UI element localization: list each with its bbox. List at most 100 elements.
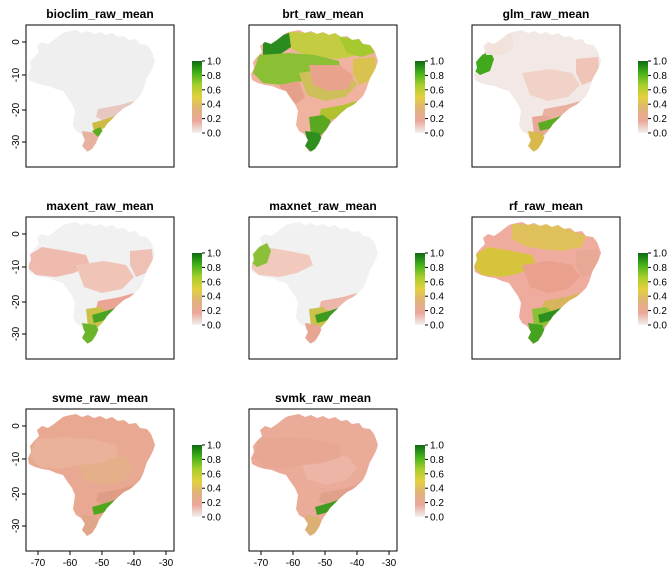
raster-region	[542, 293, 580, 313]
y-tick-label: -10	[11, 259, 22, 274]
legend-tick-label: 1.0	[207, 441, 221, 452]
legend-colorbar	[638, 61, 648, 133]
legend-tick-label: 0.4	[207, 292, 221, 303]
legend-tick-label: 0.6	[207, 469, 221, 480]
legend-tick-label: 0.0	[653, 129, 667, 140]
legend-tick-label: 0.8	[207, 71, 221, 82]
raster-region	[512, 224, 586, 251]
raster-region	[263, 33, 291, 55]
y-tick-label: -20	[11, 486, 22, 501]
legend: 1.0 0.8 0.6 0.4 0.2 0.0	[415, 249, 444, 332]
x-tick-label: -30	[382, 558, 397, 569]
raster-region	[319, 293, 357, 313]
legend-colorbar	[415, 253, 425, 325]
raster-region	[542, 101, 580, 121]
legend-tick-label: 0.8	[430, 455, 444, 466]
y-tick-label: -30	[11, 326, 22, 341]
legend-tick-label: 0.0	[207, 129, 221, 140]
legend-tick-label: 0.2	[430, 306, 444, 317]
y-tick-label: -10	[11, 451, 22, 466]
legend-tick-label: 0.2	[207, 114, 221, 125]
legend-tick-label: 0.0	[207, 321, 221, 332]
raster-region	[309, 65, 353, 91]
legend-tick-label: 0.6	[207, 277, 221, 288]
legend-tick-label: 0.8	[207, 263, 221, 274]
raster-region	[279, 81, 305, 105]
brazil-raster	[28, 30, 155, 152]
legend-tick-label: 0.8	[653, 71, 667, 82]
map-panel: brt_raw_mean 1.0 0.8 0.6 0.4 0.2 0.0	[248, 7, 444, 168]
legend-tick-label: 1.0	[430, 441, 444, 452]
legend-tick-label: 0.6	[653, 85, 667, 96]
raster-region	[30, 437, 118, 469]
map	[474, 30, 601, 152]
legend-tick-label: 0.0	[430, 513, 444, 524]
y-tick-label: -10	[11, 67, 22, 82]
x-tick-label: -30	[159, 558, 174, 569]
legend-colorbar	[192, 253, 202, 325]
map-panel: svme_raw_mean 0 -10 -20 -30 -70 -60 -50 -40 -30 1.…	[11, 391, 221, 569]
panel-title: maxnet_raw_mean	[269, 199, 376, 213]
legend-tick-label: 0.2	[430, 114, 444, 125]
legend-tick-label: 0.2	[653, 306, 667, 317]
raster-region	[252, 243, 271, 267]
legend-tick-label: 0.2	[430, 498, 444, 509]
legend-tick-label: 0.4	[207, 100, 221, 111]
legend: 1.0 0.8 0.6 0.4 0.2 0.0	[638, 249, 667, 332]
raster-region	[96, 293, 134, 313]
raster-region	[475, 247, 536, 277]
legend-colorbar	[192, 445, 202, 517]
raster-region	[96, 485, 134, 505]
panel-title: brt_raw_mean	[282, 7, 363, 21]
raster-region	[319, 101, 357, 121]
legend-tick-label: 1.0	[653, 57, 667, 68]
legend-colorbar	[638, 253, 648, 325]
legend: 1.0 0.8 0.6 0.4 0.2 0.0	[638, 57, 667, 140]
legend: 1.0 0.8 0.6 0.4 0.2 0.0	[192, 249, 221, 332]
x-tick-label: -50	[318, 558, 333, 569]
legend-tick-label: 0.6	[653, 277, 667, 288]
legend-tick-label: 0.8	[207, 455, 221, 466]
legend-tick-label: 0.4	[653, 100, 667, 111]
raster-region	[475, 51, 494, 75]
legend-tick-label: 1.0	[207, 57, 221, 68]
legend: 1.0 0.8 0.6 0.4 0.2 0.0	[192, 57, 221, 140]
legend: 1.0 0.8 0.6 0.4 0.2 0.0	[415, 57, 444, 140]
legend-tick-label: 1.0	[207, 249, 221, 260]
legend-tick-label: 0.4	[430, 292, 444, 303]
legend-tick-label: 0.6	[430, 469, 444, 480]
legend-tick-label: 0.4	[207, 484, 221, 495]
raster-region	[76, 261, 134, 293]
legend-tick-label: 0.2	[207, 306, 221, 317]
raster-region	[253, 437, 341, 469]
legend-tick-label: 0.6	[430, 85, 444, 96]
legend-tick-label: 0.2	[207, 498, 221, 509]
raster-region	[319, 485, 357, 505]
y-tick-label: -20	[11, 294, 22, 309]
legend-tick-label: 0.4	[430, 484, 444, 495]
raster-region	[96, 101, 134, 121]
y-tick-label: 0	[11, 231, 22, 237]
panel-title: svme_raw_mean	[52, 391, 148, 405]
map	[251, 414, 378, 536]
map	[28, 414, 155, 536]
legend-tick-label: 0.4	[430, 100, 444, 111]
legend: 1.0 0.8 0.6 0.4 0.2 0.0	[415, 441, 444, 524]
x-tick-label: -70	[254, 558, 269, 569]
y-tick-label: 0	[11, 39, 22, 45]
y-tick-label: 0	[11, 423, 22, 429]
legend-tick-label: 0.8	[430, 263, 444, 274]
legend-tick-label: 0.4	[653, 292, 667, 303]
raster-region	[29, 247, 90, 277]
legend-tick-label: 0.0	[430, 129, 444, 140]
y-tick-label: -30	[11, 518, 22, 533]
x-tick-label: -60	[286, 558, 301, 569]
panel-title: maxent_raw_mean	[46, 199, 153, 213]
legend-colorbar	[415, 445, 425, 517]
raster-region	[522, 69, 580, 101]
y-tick-label: -20	[11, 102, 22, 117]
map-panel: svmk_raw_mean -70 -60 -50 -40 -30 1.0 0.8 0.6 0.4…	[248, 391, 444, 569]
y-tick-label: -30	[11, 134, 22, 149]
panel-title: glm_raw_mean	[503, 7, 590, 21]
